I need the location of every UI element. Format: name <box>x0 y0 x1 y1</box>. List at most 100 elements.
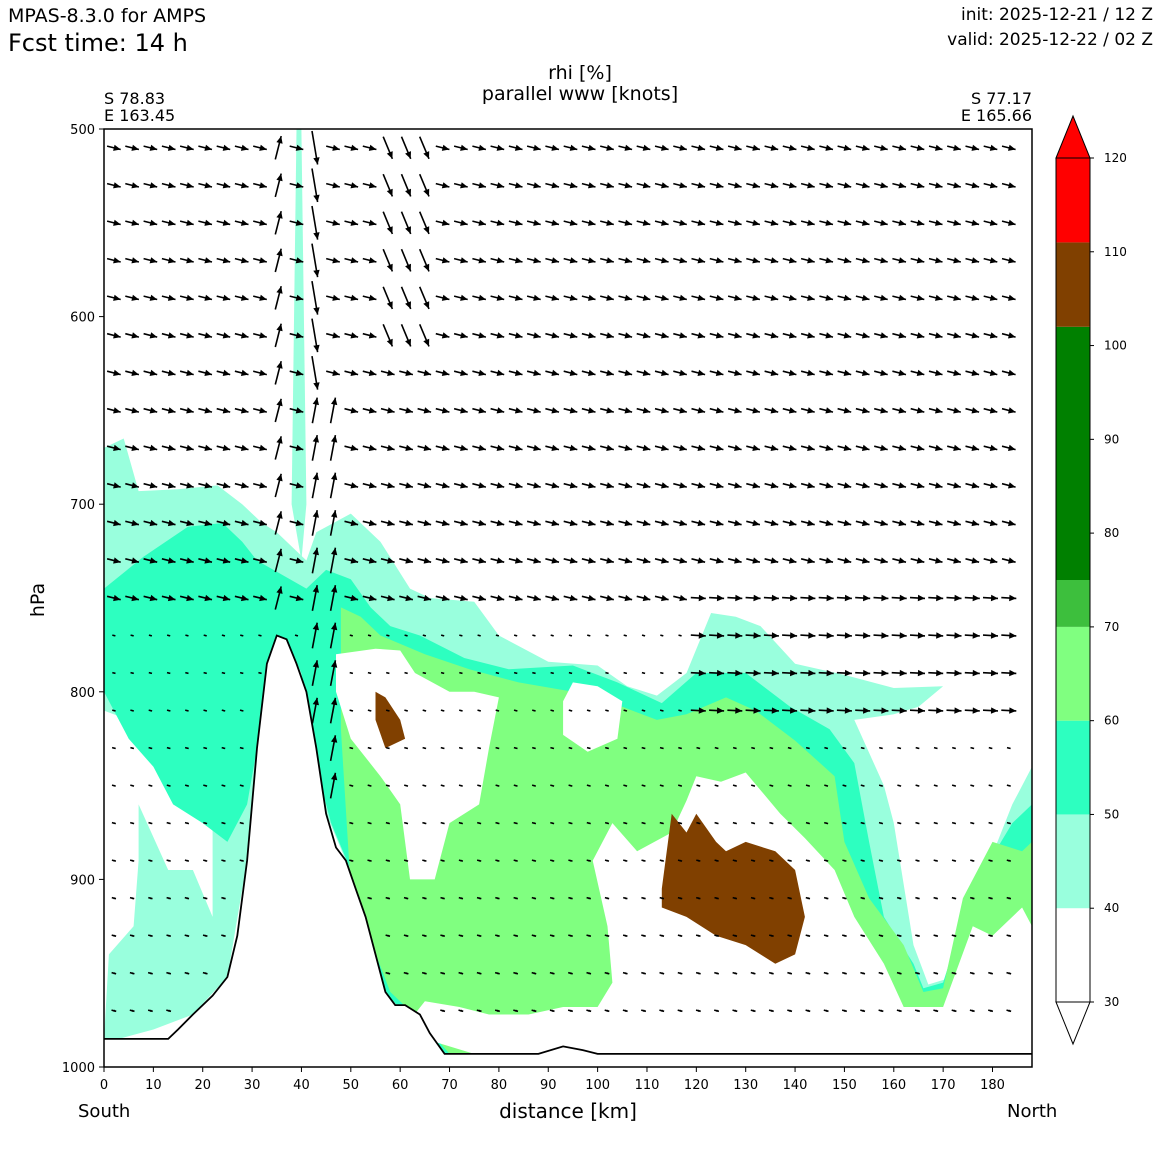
wind-vector-head <box>606 594 614 602</box>
wind-vector-head <box>131 257 139 264</box>
wind-vector-head <box>735 707 743 714</box>
wind-vector <box>125 594 140 602</box>
wind-vector <box>654 219 669 226</box>
wind-vector-head <box>643 747 646 749</box>
wind-vector-head <box>113 482 121 489</box>
wind-vector-head <box>698 972 701 975</box>
wind-vector <box>837 407 852 414</box>
wind-vector <box>874 519 888 527</box>
wind-vector <box>604 971 610 975</box>
wind-vector <box>982 594 999 602</box>
wind-vector-head <box>533 257 541 264</box>
wind-vector-head <box>496 407 505 414</box>
wind-vector <box>166 671 171 675</box>
wind-vector-head <box>405 519 413 527</box>
wind-vector <box>928 257 943 264</box>
wind-vector-head <box>259 332 267 339</box>
wind-vector <box>604 784 610 787</box>
wind-vector <box>311 434 319 461</box>
wind-vector <box>143 444 158 451</box>
wind-vector-head <box>259 634 262 637</box>
wind-vector-head <box>423 482 432 489</box>
wind-vector-head <box>551 897 555 900</box>
wind-vector-head <box>259 557 267 564</box>
wind-vector-head <box>661 747 664 749</box>
wind-vector-head <box>295 219 304 226</box>
wind-vector <box>910 257 925 264</box>
wind-vector-head <box>241 747 244 749</box>
wind-vector-head <box>625 859 628 862</box>
wind-vector-head <box>150 859 153 862</box>
wind-vector-head <box>113 897 116 900</box>
wind-vector-head <box>351 634 353 637</box>
wind-vector <box>545 369 560 376</box>
wind-vector <box>782 632 798 639</box>
wind-vector <box>782 257 797 264</box>
wind-vector <box>344 369 359 376</box>
wind-vector <box>604 859 610 862</box>
wind-vector <box>253 294 267 301</box>
wind-vector-head <box>423 407 432 414</box>
wind-vector-head <box>331 660 338 668</box>
wind-vector <box>678 671 682 675</box>
wind-vector <box>472 482 487 489</box>
wind-vector-head <box>386 188 393 197</box>
wind-vector <box>691 482 706 489</box>
wind-vector <box>216 407 231 414</box>
wind-vector-head <box>971 332 980 339</box>
wind-vector-head <box>296 634 298 637</box>
wind-vector <box>751 746 756 750</box>
wind-vector-head <box>661 519 669 527</box>
wind-vector-head <box>514 219 523 226</box>
wind-vector <box>239 821 244 825</box>
wind-vector-head <box>405 407 413 414</box>
wind-vector-head <box>405 784 408 787</box>
wind-vector-head <box>661 182 669 189</box>
wind-vector <box>404 671 408 675</box>
wind-vector <box>367 746 372 750</box>
wind-vector-head <box>790 707 798 714</box>
wind-vector-head <box>387 897 390 900</box>
wind-vector <box>184 859 190 862</box>
wind-vector <box>185 671 189 675</box>
wind-vector <box>750 821 756 825</box>
y-tick-label: 600 <box>70 311 95 326</box>
wind-vector <box>125 482 140 489</box>
wind-vector-head <box>1008 822 1011 825</box>
wind-vector-head <box>734 444 742 451</box>
wind-vector <box>1001 594 1017 602</box>
wind-vector <box>490 407 505 414</box>
wind-vector <box>691 557 706 564</box>
wind-vector <box>531 896 537 900</box>
wind-vector <box>311 243 320 278</box>
wind-vector-head <box>899 822 902 825</box>
wind-vector-head <box>880 182 888 189</box>
wind-vector-head <box>807 182 815 189</box>
wind-vector <box>329 622 338 649</box>
wind-vector-head <box>899 669 907 677</box>
wind-vector-head <box>752 257 760 264</box>
wind-vector-head <box>898 219 906 226</box>
wind-vector-head <box>460 294 468 301</box>
wind-vector <box>618 369 633 376</box>
wind-vector-head <box>788 219 797 226</box>
wind-vector-head <box>770 407 779 414</box>
wind-vector-head <box>497 784 500 787</box>
wind-vector <box>946 669 962 677</box>
wind-vector-head <box>771 747 774 749</box>
wind-vector-head <box>369 897 372 900</box>
wind-vector <box>787 821 792 825</box>
wind-vector-head <box>935 482 943 489</box>
wind-vector-head <box>497 1009 500 1012</box>
wind-vector <box>326 294 340 301</box>
wind-vector-head <box>204 934 208 937</box>
wind-vector <box>130 784 135 787</box>
wind-vector <box>526 482 541 489</box>
wind-vector-head <box>679 519 687 527</box>
wind-vector <box>143 557 158 564</box>
wind-vector-head <box>551 144 559 151</box>
wind-vector-head <box>295 332 304 339</box>
wind-vector <box>417 407 432 414</box>
wind-vector-head <box>168 934 171 937</box>
